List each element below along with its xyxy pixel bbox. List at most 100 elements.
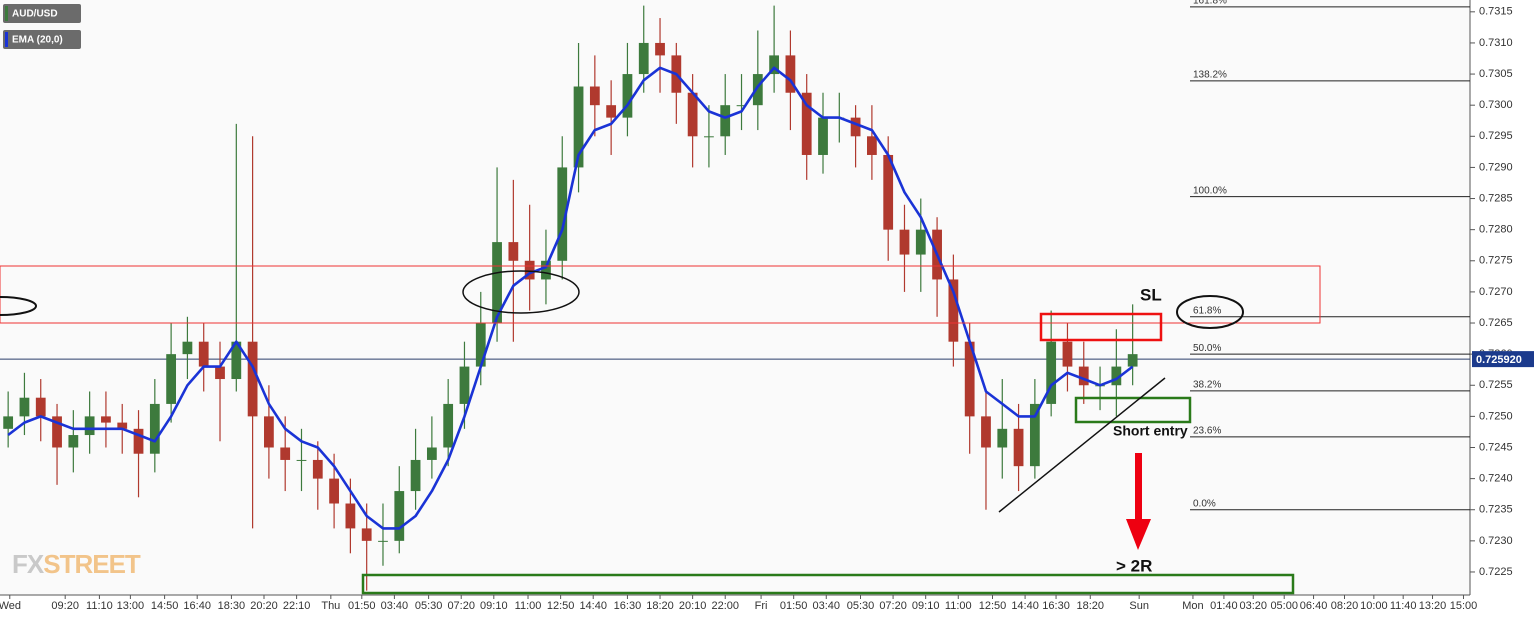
x-tick-label: 22:00: [711, 600, 739, 612]
fib-label: 161.8%: [1193, 0, 1227, 6]
candle-body: [182, 341, 193, 355]
y-tick-label: 0.7290: [1479, 161, 1513, 173]
y-tick-label: 0.7280: [1479, 224, 1513, 236]
y-tick-label: 0.7310: [1479, 37, 1513, 49]
x-tick-label: 11:00: [945, 600, 972, 612]
ellipse: [0, 296, 37, 316]
price-axis: [1470, 0, 1536, 618]
candle-body: [899, 229, 910, 255]
candle-body: [948, 279, 959, 342]
candle-body: [687, 92, 698, 137]
candle-body: [1046, 341, 1057, 404]
x-tick-label: 12:50: [979, 600, 1007, 612]
candle-body: [736, 105, 747, 107]
x-tick-label: 09:10: [480, 600, 508, 612]
candle-body: [475, 323, 486, 367]
legend-box: [3, 4, 81, 23]
y-tick-label: 0.7315: [1479, 6, 1513, 18]
candle-body: [296, 459, 307, 461]
candle-body: [1111, 366, 1122, 386]
candle-body: [166, 354, 177, 404]
x-tick-label: 18:20: [1077, 600, 1105, 612]
x-tick-label: 13:00: [117, 600, 145, 612]
x-tick-label: 05:30: [847, 600, 875, 612]
candle-body: [638, 42, 649, 75]
y-tick-label: 0.7240: [1479, 473, 1513, 485]
last-price-label: 0.725920: [1476, 354, 1522, 366]
candle-body: [280, 447, 291, 460]
sl-label: SL: [1140, 285, 1162, 304]
candle-body: [818, 117, 828, 155]
ema-line: [7, 66, 1134, 530]
y-tick-label: 0.7255: [1479, 379, 1513, 391]
plot-area: [0, 0, 1470, 595]
x-tick-label: 07:20: [447, 600, 475, 612]
x-tick-label: 18:20: [646, 600, 674, 612]
candle-body: [801, 92, 812, 155]
candle-body: [508, 242, 519, 261]
y-tick-label: 0.7285: [1479, 192, 1513, 204]
resistance-zone: [0, 265, 1321, 324]
candle-body: [606, 105, 617, 118]
candle-body: [198, 341, 209, 367]
y-tick-label: 0.7270: [1479, 286, 1513, 298]
fib-label: 61.8%: [1193, 305, 1221, 316]
target-box: [361, 573, 1295, 595]
x-tick-label: 03:40: [381, 600, 409, 612]
x-tick-label: 07:20: [879, 600, 907, 612]
candle-body: [541, 260, 551, 280]
x-tick-label: 16:30: [1042, 600, 1070, 612]
candle-body: [35, 397, 46, 417]
x-tick-label: 16:40: [183, 600, 211, 612]
x-tick-label: 06:40: [1300, 600, 1328, 612]
candle-body: [883, 154, 894, 230]
legend-label: EMA (20,0): [12, 35, 63, 46]
y-tick-label: 0.7235: [1479, 504, 1513, 516]
x-tick-label: Wed: [0, 600, 21, 612]
y-tick-label: 0.7305: [1479, 68, 1513, 80]
candle-body: [345, 503, 356, 529]
watermark-fx: FX: [12, 549, 45, 579]
fib-label: 138.2%: [1193, 70, 1227, 81]
candle-body: [312, 459, 323, 479]
candle-body: [769, 55, 780, 75]
x-tick-label: 14:50: [151, 600, 179, 612]
candle-body: [557, 167, 568, 261]
candle-body: [361, 528, 372, 541]
fib-label: 50.0%: [1193, 343, 1221, 354]
ellipse: [462, 270, 580, 314]
candle-body: [655, 42, 665, 56]
last-price-badge: [1472, 351, 1534, 368]
x-tick-label: 15:00: [1450, 600, 1478, 612]
entry-label: Short entry: [1113, 423, 1188, 439]
candle-body: [850, 117, 861, 137]
x-tick-label: 05:30: [415, 600, 443, 612]
marks: 161.8% 138.2% 100.0% 61.8% 50.0% 38.2% 23.6% 0.…: [0, 0, 1470, 591]
candle-body: [492, 242, 502, 324]
candle-body: [443, 403, 454, 448]
x-tick-label: 08:20: [1331, 600, 1359, 612]
target-label: > 2R: [1116, 556, 1152, 575]
x-tick-label: 11:40: [1390, 600, 1417, 612]
candle-body: [589, 86, 600, 106]
x-tick-label: 01:50: [348, 600, 376, 612]
fib-label: 100.0%: [1193, 185, 1227, 196]
candle-body: [981, 416, 991, 448]
fib-label: 0.0%: [1193, 498, 1216, 509]
candle-body: [459, 366, 470, 404]
ellipse: [1176, 295, 1244, 329]
legend-box: [3, 30, 81, 49]
y-tick-label: 0.7245: [1479, 441, 1513, 453]
candle-body: [117, 422, 128, 429]
candle-body: [997, 428, 1008, 448]
candle-body: [915, 229, 926, 255]
x-tick-label: 01:40: [1210, 600, 1238, 612]
y-tick-label: 0.7295: [1479, 130, 1513, 142]
x-tick-label: 10:00: [1360, 600, 1388, 612]
candle-body: [964, 341, 975, 417]
arrow-shaft: [1135, 453, 1142, 521]
candle-body: [215, 366, 225, 380]
y-tick-label: 0.7300: [1479, 99, 1513, 111]
arrow-head: [1126, 519, 1151, 550]
